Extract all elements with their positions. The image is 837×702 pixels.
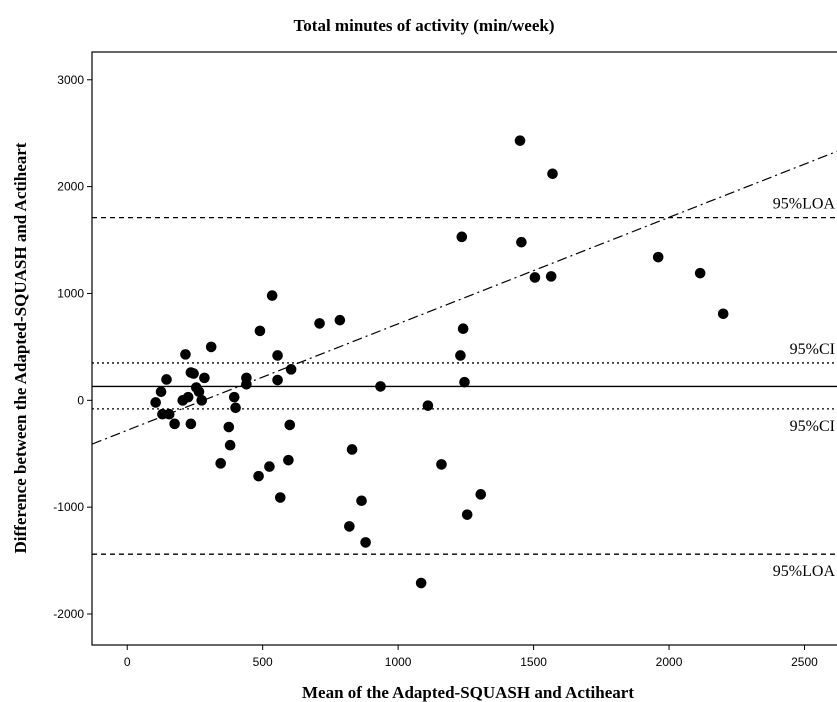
data-point bbox=[230, 402, 241, 414]
data-point bbox=[274, 492, 286, 503]
x-tick-label: 2000 bbox=[656, 655, 683, 669]
data-point bbox=[188, 368, 199, 379]
data-point bbox=[272, 374, 283, 386]
data-point bbox=[346, 444, 358, 455]
data-point bbox=[205, 341, 217, 353]
reference-line-label: 95%CI bbox=[790, 341, 835, 358]
y-tick-label: 2000 bbox=[57, 180, 84, 194]
data-point bbox=[461, 509, 473, 520]
data-point bbox=[375, 381, 386, 392]
x-tick-label: 2500 bbox=[791, 655, 818, 669]
x-tick-label: 500 bbox=[253, 655, 273, 669]
data-point bbox=[459, 376, 470, 388]
data-point bbox=[415, 577, 427, 589]
data-point bbox=[360, 537, 371, 548]
data-point bbox=[344, 521, 355, 532]
y-tick-label: -2000 bbox=[53, 607, 84, 621]
chart-title: Total minutes of activity (min/week) bbox=[294, 16, 555, 35]
plot-frame bbox=[91, 51, 837, 646]
data-point bbox=[547, 168, 558, 180]
x-tick-label: 1500 bbox=[520, 655, 547, 669]
data-point bbox=[196, 395, 208, 406]
data-point bbox=[457, 323, 469, 335]
data-point bbox=[314, 318, 325, 329]
x-axis-label: Mean of the Adapted-SQUASH and Actiheart bbox=[302, 683, 634, 702]
data-point bbox=[150, 397, 161, 408]
data-point bbox=[545, 271, 557, 282]
data-point bbox=[283, 454, 294, 466]
data-point bbox=[356, 495, 367, 507]
data-point bbox=[215, 458, 226, 469]
data-point bbox=[514, 135, 526, 146]
data-point bbox=[455, 350, 466, 361]
data-point bbox=[285, 364, 297, 375]
reference-line-label: 95%LOA bbox=[773, 196, 836, 213]
data-point bbox=[529, 272, 541, 283]
data-point bbox=[436, 459, 447, 470]
data-point bbox=[223, 421, 235, 433]
data-point bbox=[193, 386, 205, 398]
data-point bbox=[169, 418, 180, 430]
data-point bbox=[254, 325, 266, 337]
data-point bbox=[180, 349, 191, 360]
data-point bbox=[163, 408, 175, 420]
data-point bbox=[652, 251, 664, 263]
data-point bbox=[185, 418, 197, 430]
data-point bbox=[284, 419, 296, 431]
reference-line-label: 95%LOA bbox=[773, 563, 836, 580]
y-tick-label: 3000 bbox=[57, 73, 84, 87]
data-point bbox=[717, 308, 729, 320]
regression-line bbox=[91, 150, 837, 445]
y-axis-label: Difference between the Adapted-SQUASH an… bbox=[11, 142, 30, 553]
data-point bbox=[422, 400, 434, 411]
y-tick-label: -1000 bbox=[53, 500, 84, 514]
data-point bbox=[475, 489, 487, 500]
data-point bbox=[266, 290, 278, 301]
data-point bbox=[272, 350, 283, 361]
plot-area: 3000 2000 1000 0 -1000 -2000 0 500 1000 1500 2000 2… bbox=[53, 51, 837, 669]
data-point bbox=[694, 267, 706, 279]
x-tick-label: 0 bbox=[124, 655, 131, 669]
data-point bbox=[253, 470, 264, 482]
data-point bbox=[264, 461, 275, 472]
data-point bbox=[182, 391, 194, 403]
data-point bbox=[516, 236, 527, 248]
reference-line-label: 95%CI bbox=[790, 418, 835, 435]
data-point bbox=[155, 386, 167, 398]
y-tick-label: 0 bbox=[77, 393, 84, 407]
x-tick-label: 1000 bbox=[385, 655, 412, 669]
data-point bbox=[334, 314, 346, 326]
y-tick-label: 1000 bbox=[57, 286, 84, 300]
data-point bbox=[224, 439, 236, 451]
data-point bbox=[228, 391, 240, 403]
data-point bbox=[241, 378, 252, 390]
data-point bbox=[161, 374, 172, 385]
data-point bbox=[456, 231, 468, 243]
data-point bbox=[199, 372, 210, 384]
